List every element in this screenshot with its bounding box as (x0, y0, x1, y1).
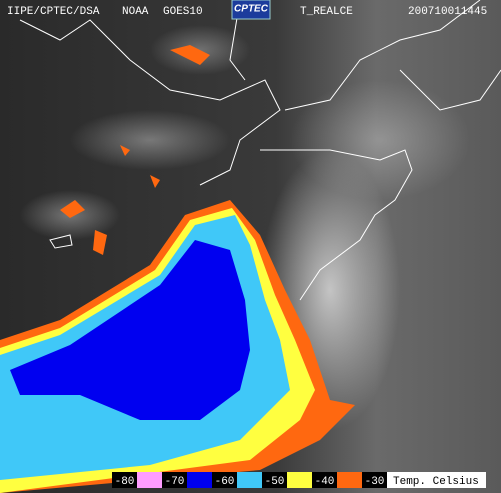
legend-label: -60 (215, 476, 235, 488)
product: T_REALCE (300, 6, 353, 18)
legend-label-box (262, 472, 287, 488)
legend-label-box (112, 472, 137, 488)
legend-label: -50 (265, 476, 285, 488)
legend: -80 -70 -60 -50 -40 -30 Temp. Celsius (112, 472, 486, 488)
cloud-area (70, 110, 230, 170)
agency: IIPE/CPTEC/DSA (7, 6, 100, 18)
legend-label-box (212, 472, 237, 488)
legend-label: -40 (315, 476, 335, 488)
satellite: GOES10 (163, 6, 203, 18)
legend-swatch (237, 472, 262, 488)
legend-unit-box (387, 472, 486, 488)
legend-label: -30 (365, 476, 385, 488)
logo-box (231, 0, 271, 20)
legend-label: -80 (115, 476, 135, 488)
timestamp: 200710011445 (408, 6, 487, 18)
legend-swatch (137, 472, 162, 488)
legend-swatch (337, 472, 362, 488)
header: IIPE/CPTEC/DSA NOAA GOES10 CPTEC T_REALC… (7, 0, 487, 20)
legend-label: -70 (165, 476, 185, 488)
legend-unit: Temp. Celsius (393, 476, 479, 488)
cloud-area (290, 80, 470, 200)
legend-label-box (312, 472, 337, 488)
legend-label-box (162, 472, 187, 488)
legend-swatch (187, 472, 212, 488)
legend-swatch (287, 472, 312, 488)
cold-cloud-core (10, 240, 250, 420)
satellite-operator: NOAA (122, 6, 149, 18)
legend-label-box (362, 472, 387, 488)
logo: CPTEC (234, 4, 269, 15)
borders (19, 0, 501, 301)
